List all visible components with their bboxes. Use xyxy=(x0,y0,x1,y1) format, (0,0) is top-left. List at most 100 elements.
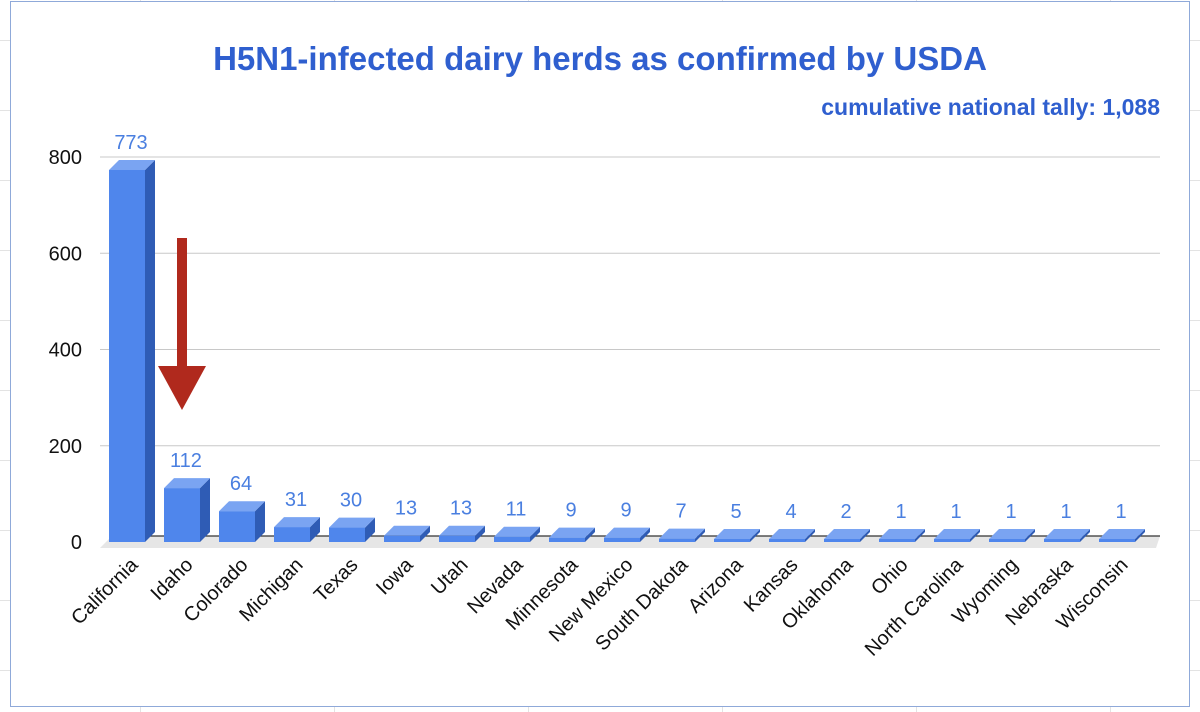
bar-side xyxy=(310,517,320,542)
bar xyxy=(879,529,925,542)
bar-front xyxy=(1044,539,1080,542)
bar-front xyxy=(274,527,310,542)
bar-side xyxy=(1025,529,1035,542)
bar-top xyxy=(274,517,320,528)
bar-top xyxy=(824,529,870,539)
x-tick-label: North Carolina xyxy=(861,553,968,660)
bar-top xyxy=(219,501,265,512)
x-tick-label: Texas xyxy=(310,554,363,607)
bars xyxy=(109,159,1145,542)
data-label: 773 xyxy=(114,132,147,154)
bar-front xyxy=(439,535,475,542)
bar-side xyxy=(805,529,815,542)
y-tick-label: 400 xyxy=(49,340,82,362)
annotation-arrow xyxy=(158,238,206,410)
bar xyxy=(494,526,540,542)
bar xyxy=(109,159,155,542)
bar-side xyxy=(860,529,870,542)
bar-front xyxy=(549,537,585,542)
data-label: 1 xyxy=(1060,501,1071,523)
bar xyxy=(164,478,210,542)
bar xyxy=(439,525,485,542)
y-tick-label: 200 xyxy=(49,436,82,458)
data-label: 9 xyxy=(565,500,576,522)
bar-front xyxy=(824,539,860,542)
bar-top xyxy=(439,525,485,536)
bar-front xyxy=(109,169,145,542)
data-label: 1 xyxy=(1115,501,1126,523)
arrow-shaft xyxy=(177,238,187,368)
chart-title: H5N1-infected dairy herds as confirmed b… xyxy=(213,40,987,77)
bar-top xyxy=(384,525,430,536)
bar xyxy=(989,529,1035,542)
x-tick-label: Idaho xyxy=(147,554,198,605)
chart-subtitle: cumulative national tally: 1,088 xyxy=(821,94,1160,120)
x-tick-label: Ohio xyxy=(867,554,912,599)
bar-side xyxy=(475,525,485,542)
data-label: 9 xyxy=(620,500,631,522)
data-label: 7 xyxy=(675,501,686,523)
bar-front xyxy=(494,536,530,542)
bar-front xyxy=(769,539,805,542)
x-tick-label: California xyxy=(67,553,143,629)
bar-top xyxy=(714,529,760,539)
bar-top xyxy=(769,529,815,539)
x-tick-label: Utah xyxy=(427,554,472,599)
data-label: 31 xyxy=(285,489,307,511)
bar-side xyxy=(695,528,705,542)
data-label: 4 xyxy=(785,501,796,523)
data-label: 13 xyxy=(395,498,417,520)
bar xyxy=(1044,529,1090,542)
data-label: 11 xyxy=(506,499,527,521)
bar-side xyxy=(585,527,595,542)
bar-front xyxy=(329,527,365,542)
data-label: 13 xyxy=(450,498,472,520)
data-label: 30 xyxy=(340,490,362,512)
bar-top xyxy=(549,527,595,538)
bar-top xyxy=(1099,529,1145,539)
bar-front xyxy=(1099,539,1135,542)
bar-side xyxy=(365,517,375,542)
data-label: 1 xyxy=(895,501,906,523)
bar-top xyxy=(494,526,540,537)
bar xyxy=(769,529,815,542)
bar xyxy=(1099,529,1145,542)
bar-top xyxy=(604,527,650,538)
x-tick-label: Iowa xyxy=(372,553,418,599)
bar-top xyxy=(329,517,375,528)
data-label: 5 xyxy=(730,501,741,523)
bar xyxy=(824,529,870,542)
bar-side xyxy=(420,525,430,542)
y-tick-label: 0 xyxy=(71,532,82,554)
bar-side xyxy=(255,501,265,542)
bar-front xyxy=(604,537,640,542)
gridlines xyxy=(100,156,1160,447)
bar-side xyxy=(530,526,540,542)
bar-front xyxy=(659,538,695,542)
bar-top xyxy=(164,478,210,489)
bar-side xyxy=(1135,529,1145,542)
bar-front xyxy=(219,511,255,542)
chart-frame[interactable] xyxy=(10,1,1190,707)
bar xyxy=(329,517,375,542)
data-label: 1 xyxy=(1005,501,1016,523)
data-label: 2 xyxy=(840,501,851,523)
bar-side xyxy=(970,529,980,542)
bar-front xyxy=(989,539,1025,542)
bar-side xyxy=(1080,529,1090,542)
bar-front xyxy=(384,535,420,542)
bar xyxy=(219,501,265,542)
bar-front xyxy=(879,539,915,542)
bar-side xyxy=(915,529,925,542)
bar xyxy=(659,528,705,542)
bar-side xyxy=(750,529,760,542)
bar-top xyxy=(1044,529,1090,539)
data-label: 1 xyxy=(950,501,961,523)
bar-front xyxy=(714,539,750,542)
data-label: 64 xyxy=(230,473,252,495)
arrow-head xyxy=(158,366,206,410)
y-tick-label: 600 xyxy=(49,243,82,265)
